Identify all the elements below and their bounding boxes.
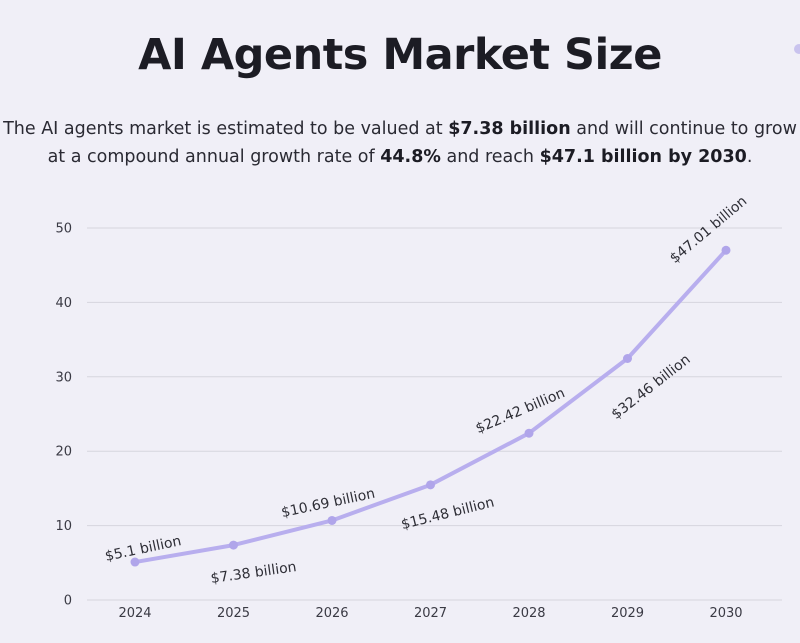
data-point-2027 <box>426 480 435 490</box>
data-point-2024 <box>130 557 140 567</box>
y-tick-label: 40 <box>55 296 72 311</box>
y-tick-label: 30 <box>55 370 72 385</box>
page-subtitle: The AI agents market is estimated to be … <box>0 115 800 171</box>
x-tick-label: 2027 <box>414 606 447 621</box>
subtitle-text-1: The AI agents market is estimated to be … <box>3 119 449 139</box>
data-label-2025: $7.38 billion <box>210 559 298 587</box>
subtitle-cagr: 44.8% <box>380 147 441 167</box>
x-tick-label: 2026 <box>315 606 348 621</box>
y-tick-label: 50 <box>55 222 72 237</box>
data-label-2028: $22.42 billion <box>473 385 567 437</box>
data-label-2026: $10.69 billion <box>280 486 377 521</box>
data-point-2026 <box>327 515 337 525</box>
data-label-2030: $47.01 billion <box>667 193 750 267</box>
x-tick-label: 2028 <box>512 606 545 621</box>
x-tick-label: 2025 <box>217 606 250 621</box>
x-tick-label: 2030 <box>709 606 742 621</box>
subtitle-text-2: and will continue to grow at a compound … <box>47 119 797 167</box>
x-tick-label: 2029 <box>611 606 644 621</box>
subtitle-value-2030: $47.1 billion by 2030 <box>539 147 747 167</box>
grid-lines <box>87 227 782 601</box>
subtitle-value-2025: $7.38 billion <box>448 119 571 139</box>
data-point-2025 <box>229 540 238 550</box>
decorative-dot <box>794 44 800 54</box>
data-point-2030 <box>721 245 731 255</box>
subtitle-text-4: . <box>746 147 753 167</box>
data-point-2029 <box>623 353 632 363</box>
y-tick-label: 10 <box>55 519 72 534</box>
page-title: AI Agents Market Size <box>138 30 662 80</box>
series-market-size <box>130 245 731 567</box>
y-tick-label: 20 <box>55 445 72 460</box>
data-label-2027: $15.48 billion <box>400 495 496 534</box>
y-tick-label: 0 <box>64 594 72 609</box>
x-tick-label: 2024 <box>118 606 151 621</box>
data-labels: $5.1 billion$7.38 billion$10.69 billion $… <box>104 193 751 587</box>
data-point-2028 <box>524 428 534 438</box>
subtitle-text-3: and reach <box>440 147 540 167</box>
